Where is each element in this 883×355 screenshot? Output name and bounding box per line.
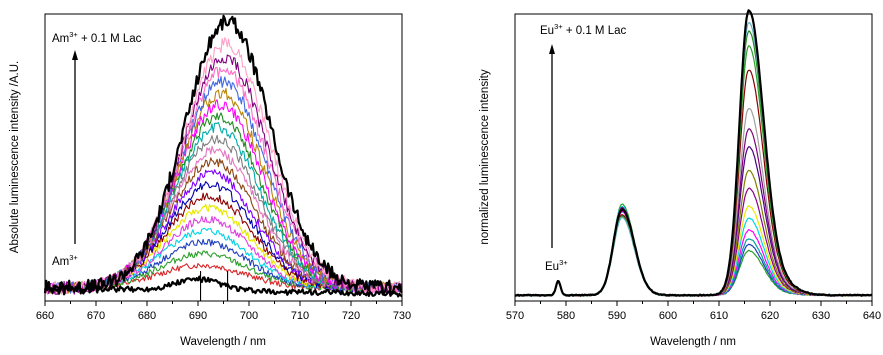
left-arrow-head: [72, 50, 78, 60]
am-peak-markers: [200, 271, 229, 301]
right-annotation-bottom: Eu3+: [545, 258, 568, 273]
eu-spectrum-line: [514, 187, 873, 297]
right-x-axis-label: Wavelength / nm: [650, 336, 736, 348]
left-plot-frame: [44, 13, 403, 302]
x-tick-label: 610: [710, 310, 728, 322]
x-tick-label: 630: [812, 310, 830, 322]
left-x-axis-label: Wavelength / nm: [180, 336, 266, 348]
x-tick-label: 620: [761, 310, 779, 322]
eu-spectrum-line: [514, 209, 873, 297]
am-spectrum-line: [43, 14, 403, 296]
eu-spectrum-line: [515, 108, 873, 297]
eu-spectrum-line: [514, 45, 873, 297]
eu-spectrum-line: [514, 146, 873, 297]
left-annotation-top: Am3+ + 0.1 M Lac: [52, 30, 142, 45]
am-spectrum-line: [44, 169, 403, 294]
am-spectrum-line: [44, 181, 403, 293]
x-tick-label: 590: [608, 310, 626, 322]
left-annotation-bottom: Am3+: [52, 253, 78, 268]
am-spectra-series: [43, 14, 403, 298]
left-x-ticks: 660 670 680 690 700 710 720 730: [36, 301, 411, 322]
eu-spectrum-line: [514, 128, 873, 297]
eu-spectrum-line: [514, 22, 873, 297]
x-tick-label: 700: [240, 310, 258, 322]
eu-spectrum-line: [514, 205, 873, 297]
x-tick-label: 670: [87, 310, 105, 322]
eu-spectrum-line: [514, 9, 873, 297]
x-tick-label: 690: [189, 310, 207, 322]
right-annotation-top: Eu3+ + 0.1 M Lac: [540, 22, 626, 37]
x-tick-label: 730: [393, 310, 411, 322]
right-arrow-head: [549, 44, 555, 54]
x-tick-label: 600: [659, 310, 677, 322]
x-tick-label: 720: [342, 310, 360, 322]
right-plot-frame: [514, 13, 873, 302]
eu-spectra-series: [514, 9, 873, 297]
eu-spectrum-line: [514, 205, 873, 297]
am-spectrum-line: [44, 66, 403, 295]
am-spectrum-line: [45, 87, 403, 295]
x-tick-label: 570: [506, 310, 524, 322]
left-y-axis-label: Absolute luminescence intensity /A.U.: [9, 61, 21, 253]
am-spectrum-line: [44, 157, 403, 294]
right-y-axis-label: normalized luminescence intensity: [479, 69, 491, 244]
eu-spectrum-line: [514, 203, 873, 297]
x-tick-label: 640: [863, 310, 881, 322]
am-spectrum-line: [43, 275, 403, 298]
am-spectrum-line: [44, 112, 403, 295]
x-tick-label: 660: [36, 310, 54, 322]
eu-spectrum-line: [514, 69, 873, 297]
eu-spectrum-line: [514, 30, 873, 297]
am-spectrum-line: [44, 134, 403, 294]
x-tick-label: 710: [291, 310, 309, 322]
right-x-ticks: 570 580 590 600 610 620 630 640: [506, 301, 881, 322]
eu-spectrum-line: [514, 211, 872, 297]
eu-spectrum-line: [514, 169, 873, 297]
am-spectrum-line: [44, 192, 403, 293]
x-tick-label: 680: [138, 310, 156, 322]
eu-spectrum-line: [514, 210, 873, 297]
x-tick-label: 580: [557, 310, 575, 322]
am-spectrum-line: [44, 145, 403, 294]
left-panel-am: 660 670 680 690 700 710 720 730 Wavelength / nm…: [9, 13, 411, 348]
right-panel-eu: 570 580 590 600 610 620 630 640 Wavelength / nm…: [479, 9, 881, 348]
